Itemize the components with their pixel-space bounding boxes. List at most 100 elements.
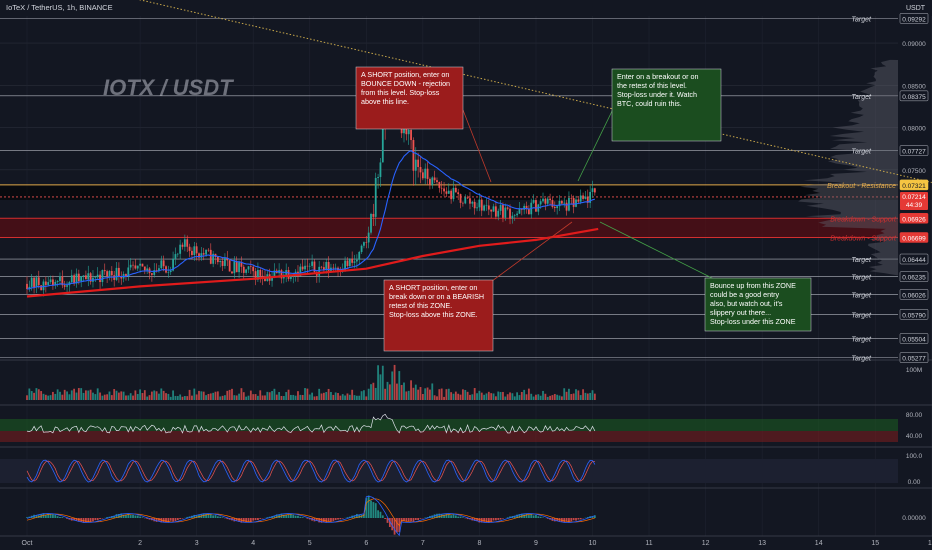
- downtrend-line: [138, 0, 932, 183]
- volume-bar: [506, 394, 509, 400]
- macd-histogram-bar: [494, 518, 497, 521]
- macd-histogram-bar: [249, 518, 252, 523]
- volume-bar: [117, 392, 120, 400]
- macd-histogram-bar: [568, 518, 570, 523]
- candle-body: [273, 270, 276, 277]
- macd-histogram-bar: [436, 513, 438, 518]
- annotation-callout[interactable]: A SHORT position, enter on break down or …: [383, 279, 494, 352]
- volume-bar: [426, 387, 429, 400]
- volume-bar: [563, 388, 566, 400]
- level-badge: [899, 289, 929, 300]
- macd-histogram-bar: [450, 515, 453, 518]
- candle-countdown: 44:39: [906, 202, 923, 209]
- volume-bar: [249, 390, 252, 400]
- volume-bar: [377, 365, 379, 400]
- level-name: Breakout - Resistance: [827, 183, 896, 190]
- volume-bar: [523, 389, 526, 400]
- volume-bar: [233, 395, 236, 400]
- macd-histogram-bar: [341, 518, 344, 519]
- watermark: IOTX / USDT: [103, 75, 234, 100]
- time-tick: 5: [308, 540, 312, 547]
- macd-histogram-bar: [127, 513, 130, 518]
- candle-body: [452, 187, 455, 200]
- candle-body: [271, 276, 273, 281]
- stoch-k-line: [26, 459, 596, 483]
- annotation-callouts[interactable]: A SHORT position, enter on BOUNCE DOWN - …: [355, 66, 812, 352]
- annotation-callout[interactable]: A SHORT position, enter on BOUNCE DOWN - …: [355, 66, 464, 130]
- volume-bar: [158, 393, 160, 400]
- candle-body: [183, 239, 186, 247]
- volume-profile: [798, 59, 898, 276]
- volume-bar: [318, 388, 321, 400]
- candle-body: [497, 210, 500, 217]
- candle-body: [551, 200, 554, 207]
- volume-bar: [546, 396, 549, 400]
- macd-histogram-bar: [122, 514, 125, 518]
- macd-histogram-bar: [539, 516, 542, 518]
- volume-bar: [433, 395, 436, 400]
- volume-bar: [122, 391, 125, 400]
- volume-bar: [391, 371, 394, 400]
- price-axis[interactable]: 0.09000 0.08500 0.08000 0.07500: [902, 41, 926, 175]
- level-badge: [899, 271, 929, 282]
- annotation-callout[interactable]: Bounce up from this ZONE could be a good …: [704, 277, 812, 332]
- candle-body: [59, 276, 61, 282]
- macd-histogram-bar: [176, 518, 179, 521]
- time-axis[interactable]: Oct 2 3 4 5 6 7 8 9 10 11 12 13 14 15 16: [22, 540, 932, 547]
- candle-body: [195, 246, 198, 254]
- volume-bar: [485, 393, 488, 400]
- macd-histogram-bar: [101, 518, 104, 519]
- volume-bar: [400, 384, 403, 400]
- candle-body: [280, 270, 283, 279]
- volume-bar: [110, 395, 113, 400]
- candle-body: [125, 274, 127, 277]
- trendline[interactable]: [27, 0, 932, 183]
- level-names: Target Target Target Breakout - Resistance B…: [827, 16, 897, 362]
- annotation-connectors: [462, 104, 721, 288]
- volume-bar: [454, 391, 457, 400]
- currency-label[interactable]: USDT: [906, 5, 926, 12]
- macd-histogram-bar: [513, 515, 516, 518]
- candle-body: [499, 205, 502, 211]
- macd-histogram-bar: [586, 517, 589, 518]
- annotation-callout[interactable]: Enter on a breakout or on the retest of t…: [611, 68, 722, 142]
- volume-bar: [509, 392, 511, 400]
- annotation-box: [704, 277, 812, 332]
- candle-body: [73, 275, 76, 284]
- macd-histogram-bar: [318, 518, 321, 523]
- candle-body: [355, 259, 358, 262]
- volume-bar: [96, 388, 99, 400]
- macd-histogram-bar: [443, 514, 445, 518]
- volume-bar: [462, 389, 464, 400]
- macd-histogram-bar: [315, 518, 318, 521]
- level-name: Target: [851, 94, 872, 101]
- volume-bar: [363, 390, 365, 400]
- macd-histogram-bar: [419, 518, 422, 519]
- macd-histogram-bar: [412, 518, 415, 522]
- level-badge: [899, 90, 929, 102]
- macd-histogram-bar: [59, 516, 61, 518]
- volume-bar: [511, 393, 514, 400]
- candle-body: [513, 215, 516, 216]
- volume-bar: [539, 395, 542, 400]
- volume-bar: [527, 388, 530, 400]
- macd-histogram-bar: [125, 514, 127, 518]
- macd-histogram-bar: [169, 518, 172, 521]
- macd-histogram-bar: [537, 516, 540, 518]
- macd-histogram-bar: [209, 514, 212, 518]
- volume-bar: [224, 395, 226, 400]
- candle-body: [49, 279, 52, 283]
- level-badge-label: 0.06235: [902, 275, 926, 282]
- candle-body: [153, 270, 156, 275]
- volume-bar: [558, 395, 561, 400]
- macd-histogram-bar: [87, 518, 90, 522]
- macd-histogram-bar: [282, 514, 285, 518]
- candle-body: [582, 195, 584, 199]
- candle-body: [509, 208, 511, 219]
- macd-histogram-bar: [257, 518, 259, 521]
- volume-bar: [315, 396, 318, 400]
- volume-bar: [370, 384, 372, 400]
- macd-histogram-bar: [106, 517, 109, 518]
- volume-bar: [85, 390, 87, 400]
